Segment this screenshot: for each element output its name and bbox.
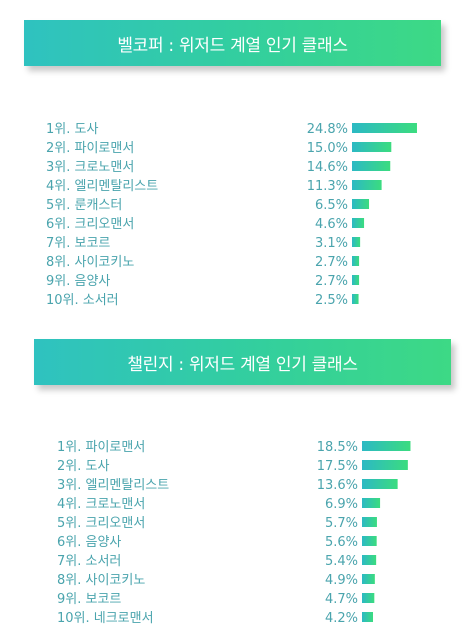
value-label: 3.1%	[315, 236, 348, 251]
value-label: 17.5%	[317, 459, 358, 474]
category-label: 8위. 사이코키노	[46, 255, 134, 270]
bar	[352, 199, 370, 209]
bar	[352, 218, 365, 228]
chart-title-2: 챌린지 : 위저드 계열 인기 클래스	[34, 339, 451, 385]
value-label: 15.0%	[307, 141, 348, 156]
category-label: 10위. 네크로맨서	[57, 611, 154, 626]
value-label: 4.9%	[325, 573, 358, 588]
category-label: 2위. 파이로맨서	[46, 141, 134, 156]
category-label: 3위. 크로노맨서	[46, 160, 134, 175]
category-label: 4위. 엘리멘탈리스트	[46, 179, 158, 194]
value-label: 2.7%	[315, 274, 348, 289]
category-label: 7위. 보코르	[46, 236, 110, 251]
bar	[362, 498, 381, 508]
bar	[352, 123, 417, 133]
bar	[362, 517, 377, 527]
bar	[362, 479, 398, 489]
category-label: 8위. 사이코키노	[57, 573, 145, 588]
value-label: 5.7%	[325, 516, 358, 531]
value-label: 2.7%	[315, 255, 348, 270]
value-label: 13.6%	[317, 478, 358, 493]
category-label: 4위. 크로노맨서	[57, 497, 145, 512]
category-label: 7위. 소서러	[57, 554, 121, 569]
bar	[352, 142, 392, 152]
bar	[362, 441, 411, 451]
bar	[362, 574, 375, 584]
category-label: 9위. 보코르	[57, 592, 121, 607]
category-label: 9위. 음양사	[46, 274, 110, 289]
category-label: 1위. 파이로맨서	[57, 440, 145, 455]
bar	[352, 180, 382, 190]
value-label: 6.9%	[325, 497, 358, 512]
category-label: 6위. 크리오맨서	[46, 217, 134, 232]
bar	[352, 256, 360, 266]
value-label: 11.3%	[307, 179, 348, 194]
category-label: 10위. 소서러	[46, 293, 119, 308]
value-label: 18.5%	[317, 440, 358, 455]
value-label: 24.8%	[307, 122, 348, 137]
category-label: 5위. 크리오맨서	[57, 516, 145, 531]
bar	[362, 536, 377, 546]
value-label: 4.2%	[325, 611, 358, 626]
bar	[352, 275, 360, 285]
value-label: 6.5%	[315, 198, 348, 213]
value-label: 4.6%	[315, 217, 348, 232]
category-label: 5위. 룬캐스터	[46, 198, 122, 213]
bar	[362, 555, 377, 565]
value-label: 5.4%	[325, 554, 358, 569]
category-label: 2위. 도사	[57, 459, 109, 474]
value-label: 14.6%	[307, 160, 348, 175]
bar	[352, 294, 359, 304]
chart-title-1: 벨코퍼 : 위저드 계열 인기 클래스	[24, 20, 441, 66]
category-label: 6위. 음양사	[57, 535, 121, 550]
category-label: 3위. 엘리멘탈리스트	[57, 478, 169, 493]
value-label: 5.6%	[325, 535, 358, 550]
bar	[362, 593, 375, 603]
bar	[362, 460, 408, 470]
bar	[352, 161, 391, 171]
category-label: 1위. 도사	[46, 122, 98, 137]
bar	[362, 612, 374, 622]
bar	[352, 237, 361, 247]
value-label: 2.5%	[315, 293, 348, 308]
value-label: 4.7%	[325, 592, 358, 607]
